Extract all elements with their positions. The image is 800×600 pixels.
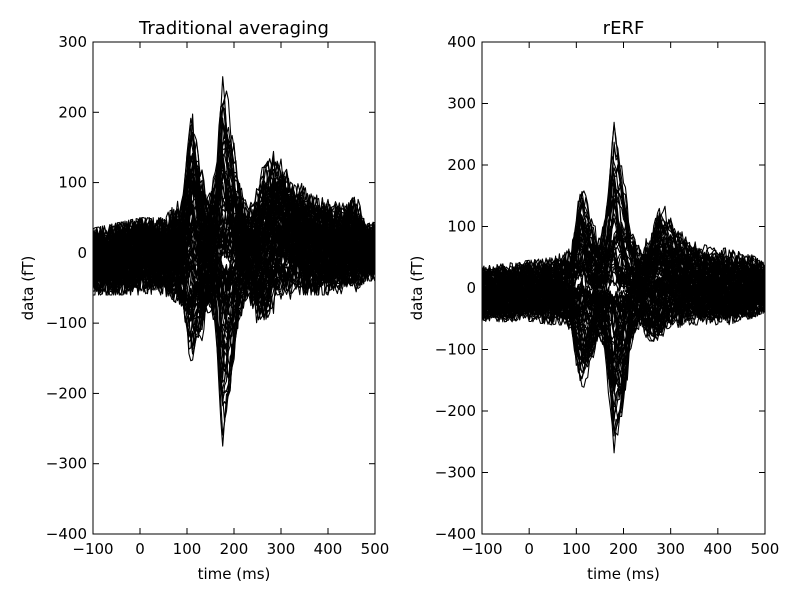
series-line: [482, 282, 765, 374]
y-tick-label: 300: [58, 33, 87, 51]
y-tick-label: −100: [46, 314, 87, 332]
x-tick-label: −100: [461, 540, 502, 558]
series-line: [93, 230, 375, 350]
x-tick-label: 100: [562, 540, 591, 558]
series-line: [482, 188, 765, 299]
series-line: [482, 164, 765, 298]
x-axis-label: time (ms): [587, 565, 660, 583]
traces: [93, 76, 375, 447]
x-tick-label: 0: [135, 540, 145, 558]
series-line: [93, 197, 375, 270]
series-line: [482, 275, 765, 421]
series-line: [482, 217, 765, 299]
x-tick-label: 200: [220, 540, 249, 558]
y-tick-label: 300: [447, 95, 476, 113]
chart-title: rERF: [603, 18, 645, 39]
series-line: [93, 231, 375, 322]
x-tick-label: 100: [173, 540, 202, 558]
series-line: [482, 276, 765, 357]
y-tick-label: −200: [46, 384, 87, 402]
x-tick-label: 300: [267, 540, 296, 558]
y-axis-label: data (fT): [408, 256, 426, 321]
x-tick-label: 500: [751, 540, 780, 558]
traces: [482, 121, 765, 454]
x-tick-label: 0: [524, 540, 534, 558]
y-tick-label: 0: [466, 279, 476, 297]
x-tick-label: −100: [72, 540, 113, 558]
y-tick-label: −300: [46, 455, 87, 473]
y-tick-label: −400: [46, 525, 87, 543]
series-line: [482, 222, 765, 299]
x-tick-label: 200: [609, 540, 638, 558]
y-tick-label: 100: [58, 174, 87, 192]
chart-traditional-averaging: −100 0 100 200 300 400 500 −400 −300 −200 −100 0 100…: [19, 18, 389, 583]
y-tick-label: −300: [435, 464, 476, 482]
chart-title: Traditional averaging: [138, 18, 329, 39]
y-tick-label: −100: [435, 341, 476, 359]
series-line: [93, 233, 375, 353]
chart-rerf: −100 0 100 200 300 400 500 −400 −300 −200 −100 0 100…: [408, 18, 779, 583]
y-axis-label: data (fT): [19, 256, 37, 321]
series-line: [482, 191, 765, 294]
y-tick-label: 100: [447, 218, 476, 236]
x-tick-label: 300: [656, 540, 685, 558]
y-tick-label: 200: [58, 103, 87, 121]
series-line: [93, 113, 375, 274]
series-line: [93, 184, 375, 269]
y-tick-label: 400: [447, 33, 476, 51]
series-line: [93, 157, 375, 258]
y-tick-label: 200: [447, 156, 476, 174]
series-line: [482, 272, 765, 351]
series-line: [482, 197, 765, 300]
y-tick-label: −200: [435, 402, 476, 420]
y-tick-label: −400: [435, 525, 476, 543]
x-tick-label: 400: [314, 540, 343, 558]
x-tick-label: 500: [361, 540, 390, 558]
x-tick-label: 400: [704, 540, 733, 558]
y-tick-label: 0: [77, 244, 87, 262]
x-axis-label: time (ms): [198, 565, 271, 583]
series-line: [482, 269, 765, 353]
series-line: [482, 176, 765, 300]
